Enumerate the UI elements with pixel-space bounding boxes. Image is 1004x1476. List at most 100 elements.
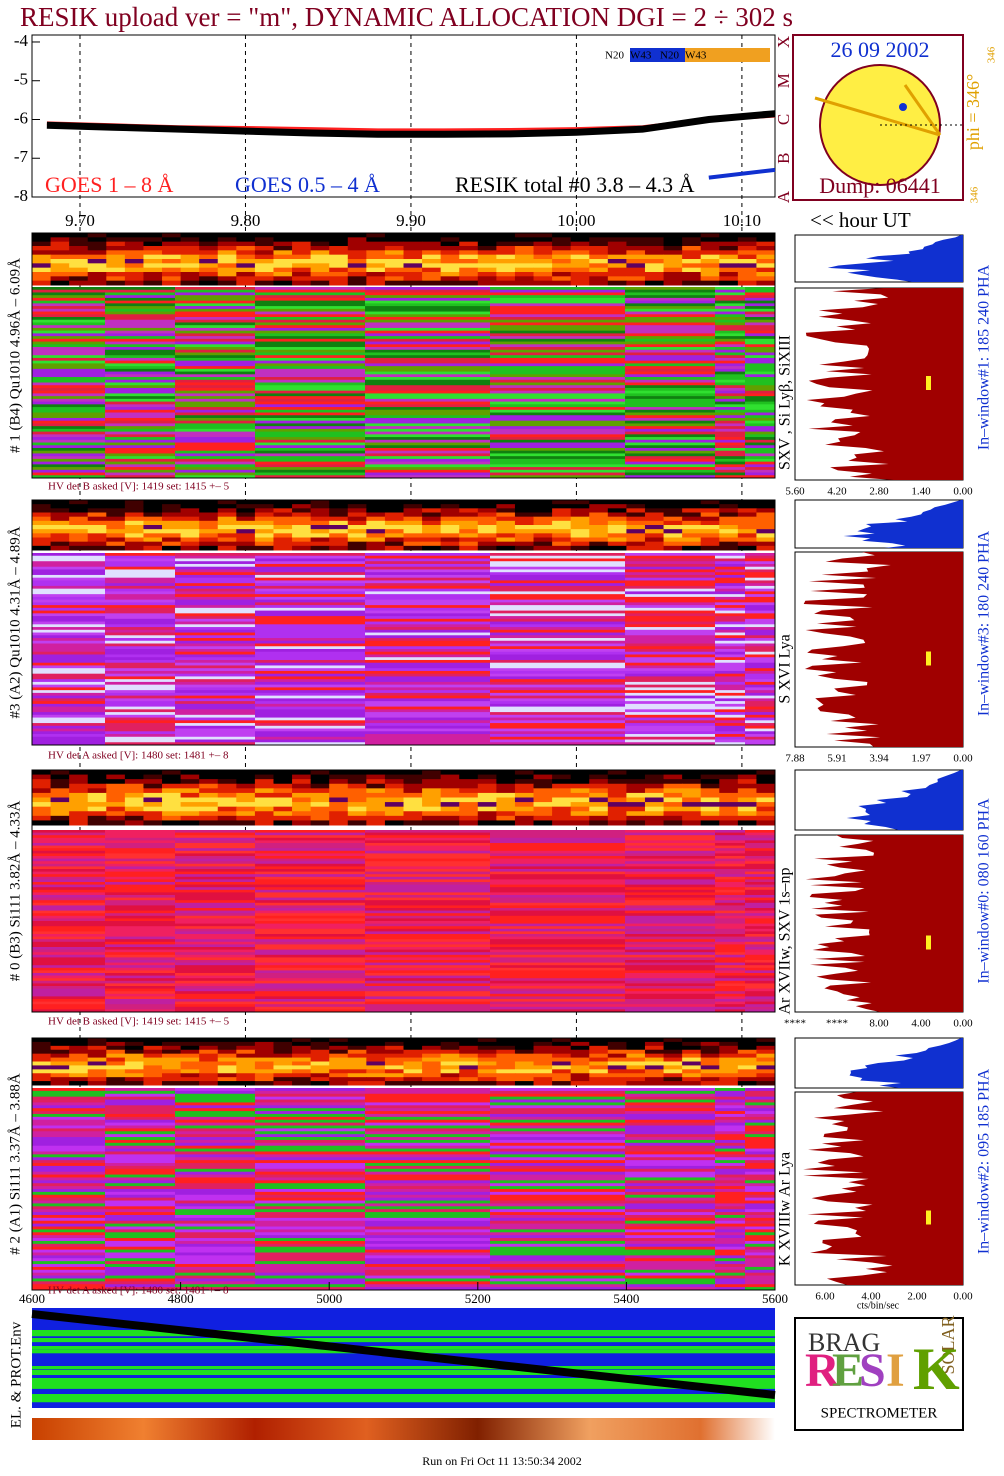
spectrum-cell	[365, 1264, 490, 1268]
spectrum-cell	[255, 330, 365, 334]
strip-cell	[644, 529, 665, 534]
spectrum-cell	[745, 379, 775, 383]
spectrum-cell	[255, 393, 365, 397]
spectrum-cell	[490, 404, 625, 408]
spectrum-cell	[255, 472, 365, 476]
strip-cell	[384, 1053, 404, 1059]
spectrum-cell	[175, 835, 255, 839]
strip-cell	[236, 508, 256, 513]
strip-cell	[87, 246, 107, 251]
spectrum-cell	[32, 621, 105, 625]
strip-cell	[477, 246, 497, 251]
spectrum-cell	[490, 420, 625, 424]
strip-cell	[347, 254, 367, 260]
spectrum-cell	[625, 991, 715, 995]
strip-cell	[440, 779, 460, 785]
spectrum-cell	[365, 861, 490, 865]
spectrum-cell	[255, 670, 365, 675]
strip-cell	[254, 820, 274, 826]
strip-cell	[273, 504, 293, 509]
spectrum-cell	[32, 874, 105, 878]
spectrum-cell	[255, 1249, 365, 1253]
spectrum-cell	[255, 566, 365, 570]
spectrum-cell	[105, 558, 175, 562]
spectrum-cell	[625, 687, 715, 691]
spectrum-cell	[255, 327, 365, 332]
strip-cell	[422, 770, 442, 776]
strip-cell	[32, 272, 52, 277]
strip-cell	[69, 1041, 89, 1047]
spectrum-cell	[365, 398, 490, 403]
strip-cell	[682, 774, 702, 780]
spectrum-cell	[105, 1148, 175, 1152]
spectrum-cell	[625, 618, 715, 623]
spectrum-cell	[715, 574, 745, 579]
spectrum-cell	[715, 1229, 745, 1233]
strip-cell	[422, 815, 442, 821]
strip-cell	[310, 525, 330, 530]
spectrum-cell	[32, 1125, 105, 1129]
spectrum-cell	[745, 1139, 775, 1144]
spectrum-cell	[175, 676, 255, 680]
spectrum-cell	[745, 1006, 775, 1010]
strip-cell	[700, 233, 720, 238]
strip-cell	[329, 545, 349, 551]
spectrum-cell	[490, 1180, 625, 1184]
spectrum-cell	[490, 1099, 625, 1103]
spectrum-cell	[715, 991, 745, 995]
spectrum-cell	[625, 830, 715, 834]
strip-cell	[329, 1038, 349, 1043]
spectrum-cell	[490, 960, 625, 964]
spectrum-cell	[255, 651, 365, 655]
spectrum-cell	[255, 665, 365, 669]
spectrum-cell	[625, 1125, 715, 1129]
spectrum-cell	[175, 889, 255, 893]
spectrum-cell	[625, 1001, 715, 1005]
spectrum-cell	[175, 643, 255, 647]
spectrum-cell	[490, 1165, 625, 1170]
panel-frame	[31, 769, 776, 1013]
strip-cell	[254, 774, 274, 780]
strip-cell	[663, 1073, 683, 1078]
strip-cell	[737, 537, 757, 543]
spectrum-cell	[745, 415, 775, 419]
strip-cell	[477, 541, 497, 547]
spectrum-cell	[715, 996, 745, 1000]
spectrum-cell	[365, 1105, 490, 1109]
spectrum-cell	[745, 840, 775, 844]
spectrum-cell	[365, 832, 490, 836]
spectrum-cell	[255, 941, 365, 945]
spectrum-cell	[175, 858, 255, 862]
spectrum-cell	[32, 926, 105, 930]
spectrum-cell	[32, 910, 105, 914]
strip-cell	[162, 1061, 182, 1066]
strip-cell	[217, 1041, 237, 1047]
spectrum-cell	[715, 1261, 745, 1265]
spectrum-cell	[745, 396, 775, 400]
spectrum-cell	[105, 999, 175, 1003]
strip-cell	[533, 802, 553, 808]
strip-cell	[607, 276, 627, 282]
spectrum-cell	[32, 1214, 105, 1219]
spectrum-cell	[32, 317, 105, 321]
spectrum-cell	[625, 1160, 715, 1164]
strip-cell	[552, 1041, 572, 1047]
strip-cell	[32, 802, 52, 808]
strip-cell	[626, 1077, 646, 1082]
strip-cell	[292, 508, 312, 513]
spectrum-cell	[175, 845, 255, 849]
strip-cell	[236, 1049, 256, 1055]
spectrum-cell	[32, 585, 105, 590]
spectrum-cell	[32, 1154, 105, 1158]
spectrum-cell	[490, 869, 625, 873]
spectrum-cell	[32, 895, 105, 899]
hist-small	[843, 500, 963, 548]
strip-cell	[459, 241, 479, 247]
spectrum-cell	[255, 1264, 365, 1268]
spectrum-cell	[625, 949, 715, 953]
spectrum-cell	[365, 426, 490, 430]
strip-cell	[143, 1069, 163, 1074]
spectrum-cell	[625, 591, 715, 595]
strip-cell	[217, 272, 237, 277]
strip-cell	[106, 276, 126, 282]
